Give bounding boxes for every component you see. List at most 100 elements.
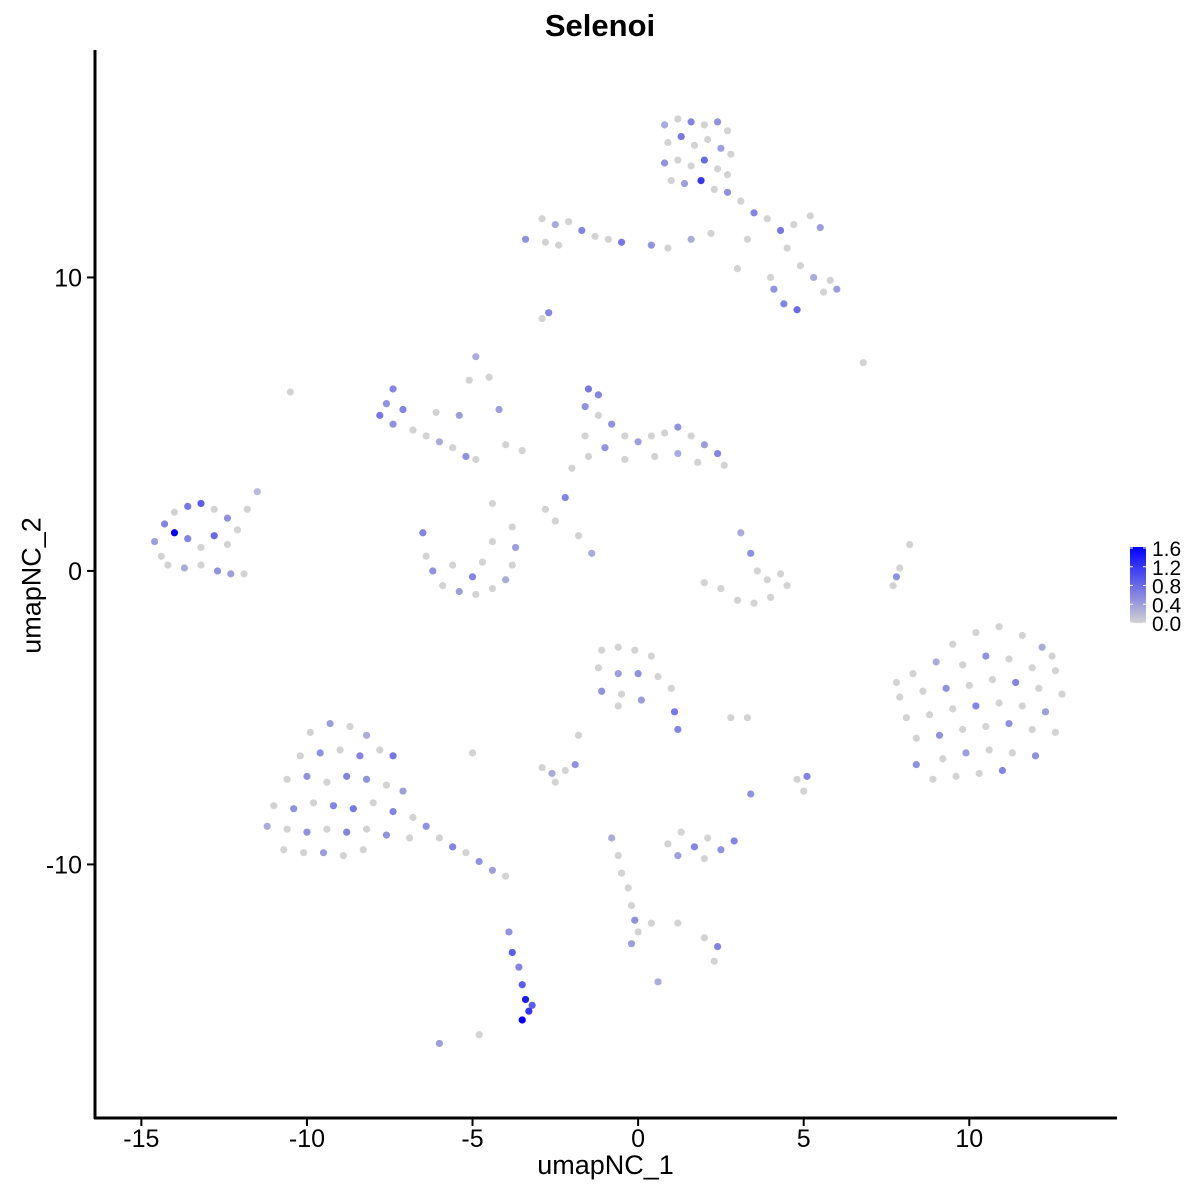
data-point [326, 719, 334, 728]
data-point [743, 235, 752, 243]
data-point [1018, 631, 1026, 640]
data-point [223, 514, 232, 522]
data-point [545, 309, 553, 317]
data-point [362, 775, 371, 783]
data-point [819, 288, 828, 296]
data-point [1031, 752, 1040, 760]
data-point [690, 141, 699, 149]
data-point [608, 420, 616, 428]
data-point [717, 846, 725, 854]
data-point [399, 405, 407, 414]
x-tick-label: -10 [289, 1125, 325, 1153]
data-point [892, 678, 901, 687]
data-point [714, 943, 722, 951]
data-point [584, 385, 593, 393]
data-point [972, 702, 980, 710]
data-point [700, 854, 708, 863]
data-point [674, 725, 682, 734]
data-point [564, 218, 573, 226]
data-point [763, 576, 771, 584]
data-point [571, 761, 579, 769]
data-point [714, 118, 722, 126]
data-point [982, 722, 990, 731]
data-point [982, 652, 990, 660]
data-point [783, 582, 791, 590]
data-point [339, 852, 347, 860]
data-point [965, 681, 973, 689]
data-point [601, 444, 609, 452]
data-point [581, 402, 589, 411]
data-point [793, 775, 801, 783]
data-point [714, 449, 722, 458]
points-layer [151, 115, 1066, 1048]
data-point [687, 118, 695, 126]
data-point [170, 508, 179, 516]
data-point [654, 672, 662, 681]
data-point [697, 177, 705, 185]
data-point [654, 978, 662, 986]
data-point [243, 505, 251, 513]
data-point [634, 670, 642, 678]
data-point [806, 212, 814, 220]
data-point [1028, 725, 1036, 734]
data-point [677, 828, 685, 836]
data-point [584, 452, 593, 461]
data-point [690, 843, 699, 851]
data-point [422, 552, 430, 560]
data-point [253, 488, 261, 496]
data-point [551, 517, 559, 525]
data-point [800, 787, 808, 795]
data-point [634, 438, 642, 446]
data-point [634, 928, 642, 936]
data-point [631, 646, 639, 654]
data-point [647, 241, 655, 249]
data-point [468, 749, 477, 757]
colorbar-label: 1.6 [1152, 538, 1181, 561]
data-point [766, 593, 775, 601]
data-point [462, 452, 470, 461]
data-point [213, 567, 222, 575]
data-point [164, 561, 172, 569]
data-point [614, 702, 622, 710]
data-point [700, 156, 708, 164]
data-point [551, 778, 559, 786]
data-point [296, 752, 304, 760]
data-point [766, 273, 775, 282]
data-point [432, 408, 440, 417]
data-point [614, 852, 622, 860]
data-point [975, 769, 983, 778]
data-point [617, 238, 626, 246]
data-point [574, 532, 583, 540]
data-point [343, 828, 351, 836]
data-point [959, 725, 967, 734]
data-point [674, 449, 682, 458]
data-point [389, 807, 397, 816]
data-point [356, 752, 364, 760]
data-point [594, 411, 602, 419]
data-point [316, 749, 324, 757]
data-point [515, 963, 523, 971]
colorbar-label: 0.8 [1152, 576, 1181, 599]
data-point [508, 561, 516, 569]
data-point [525, 1007, 533, 1015]
data-point [429, 567, 437, 575]
data-point [233, 526, 242, 534]
data-point [617, 690, 626, 698]
data-point [720, 461, 728, 469]
data-point [750, 599, 758, 607]
data-point [624, 884, 632, 892]
data-point [687, 162, 695, 170]
data-point [180, 564, 189, 572]
colorbar-label: 0.0 [1152, 613, 1181, 636]
data-point [763, 215, 771, 223]
data-point [170, 529, 179, 537]
data-point [661, 429, 669, 437]
data-point [488, 537, 497, 546]
data-point [790, 221, 798, 229]
data-point [793, 306, 801, 314]
data-point [472, 455, 480, 464]
data-point [223, 540, 232, 549]
data-point [369, 799, 377, 807]
data-point [1008, 749, 1016, 757]
